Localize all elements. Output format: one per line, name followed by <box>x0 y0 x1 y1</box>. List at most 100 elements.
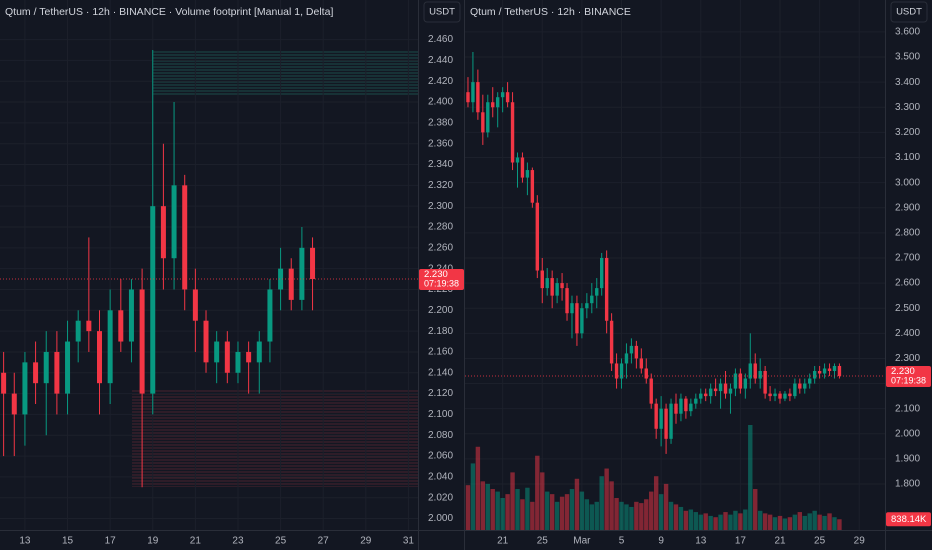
y-tick-label: 2.900 <box>895 202 920 213</box>
candle-body <box>649 378 653 404</box>
currency-label: USDT <box>429 7 455 18</box>
candle-body <box>684 398 688 412</box>
y-tick-label: 3.500 <box>895 52 920 63</box>
candle-body <box>565 288 569 314</box>
last-price-label: 2.230 <box>424 269 448 280</box>
volume-bar <box>485 483 490 530</box>
y-tick-label: 2.400 <box>428 97 453 108</box>
volume-bar <box>772 517 778 530</box>
volume-bar <box>520 499 525 530</box>
candle-body <box>704 393 708 397</box>
volume-bar <box>470 463 476 530</box>
x-tick-label: 29 <box>854 536 866 547</box>
volume-bar <box>530 501 535 530</box>
candle-body <box>728 388 733 394</box>
x-tick-label: 23 <box>232 536 244 547</box>
y-tick-label: 2.420 <box>428 76 453 87</box>
candle-body <box>550 278 554 296</box>
x-tick-label: 19 <box>147 536 159 547</box>
candle-body <box>530 170 535 203</box>
candle-body <box>783 393 787 399</box>
volume-bar <box>718 514 723 530</box>
candle-body <box>634 345 639 359</box>
volume-bar <box>584 499 590 530</box>
y-tick-label: 3.100 <box>895 152 920 163</box>
candle-body <box>793 383 797 397</box>
volume-bar <box>639 503 644 530</box>
candle-body <box>699 393 703 399</box>
y-tick-label: 2.360 <box>428 138 453 149</box>
volume-bar <box>698 514 703 530</box>
volume-bar <box>703 513 708 530</box>
volume-bar <box>663 483 669 530</box>
candle-body <box>778 393 782 399</box>
volume-bar <box>787 517 793 530</box>
volume-bar <box>545 491 550 530</box>
volume-bar <box>668 501 674 530</box>
candle-body <box>595 288 599 296</box>
x-tick-label: 9 <box>658 536 664 547</box>
candle-body <box>664 408 668 439</box>
volume-bar <box>594 501 599 530</box>
candle-body <box>545 278 549 289</box>
y-tick-label: 2.320 <box>428 180 453 191</box>
volume-bar <box>653 476 659 530</box>
x-tick-label: 25 <box>814 536 826 547</box>
candle-body <box>491 102 495 108</box>
currency-button[interactable] <box>890 1 928 23</box>
chart-title: Qtum / TetherUS · 12h · BINANCE · Volume… <box>5 6 333 18</box>
x-tick-label: 25 <box>275 536 287 547</box>
candle-body <box>520 157 525 178</box>
candle-body <box>604 257 609 321</box>
y-tick-label: 2.800 <box>895 227 920 238</box>
y-tick-label: 2.060 <box>428 451 453 462</box>
candle-body <box>525 170 530 178</box>
candle-body <box>639 358 644 369</box>
volume-bar <box>753 489 758 530</box>
volume-bar <box>748 425 753 530</box>
y-tick-label: 2.160 <box>428 347 453 358</box>
candle-body <box>33 362 39 384</box>
currency-button[interactable] <box>423 1 461 23</box>
candle-body <box>590 295 594 304</box>
candle-body <box>505 92 510 103</box>
y-tick-label: 2.460 <box>428 34 453 45</box>
candle-body <box>288 268 294 300</box>
volume-bar <box>688 509 694 530</box>
candle-body <box>256 341 262 363</box>
y-tick-label: 2.000 <box>895 428 920 439</box>
footprint-zone <box>153 50 418 95</box>
x-tick-label: 17 <box>105 536 117 547</box>
candle-body <box>629 345 634 354</box>
x-tick-label: 31 <box>403 536 415 547</box>
candle-body <box>644 368 648 379</box>
volume-bar <box>564 494 570 530</box>
candle-body <box>486 102 490 133</box>
volume-bar <box>475 446 481 530</box>
countdown: 07:19:38 <box>891 375 926 385</box>
candle-body <box>832 365 837 371</box>
volume-bar <box>505 494 510 530</box>
last-price-tag <box>419 269 464 291</box>
candle-body <box>689 403 693 412</box>
y-tick-label: 3.000 <box>895 177 920 188</box>
y-tick-label: 2.020 <box>428 492 453 503</box>
candle-body <box>22 362 28 415</box>
y-tick-label: 2.280 <box>428 222 453 233</box>
y-tick-label: 2.300 <box>895 353 920 364</box>
candle-body <box>560 283 564 289</box>
volume-bar <box>574 478 580 530</box>
volume-bar <box>535 455 540 530</box>
volume-bar <box>767 514 773 530</box>
candle-body <box>182 185 188 290</box>
candle-body <box>694 398 698 404</box>
candle-body <box>580 308 584 334</box>
y-tick-label: 1.800 <box>895 479 920 490</box>
x-tick-label: Mar <box>573 536 591 547</box>
candle-body <box>171 185 177 259</box>
volume-bar <box>589 504 594 530</box>
x-tick-label: 13 <box>695 536 707 547</box>
chart-title: Qtum / TetherUS · 12h · BINANCE <box>470 6 631 18</box>
x-tick-label: 25 <box>537 536 549 547</box>
